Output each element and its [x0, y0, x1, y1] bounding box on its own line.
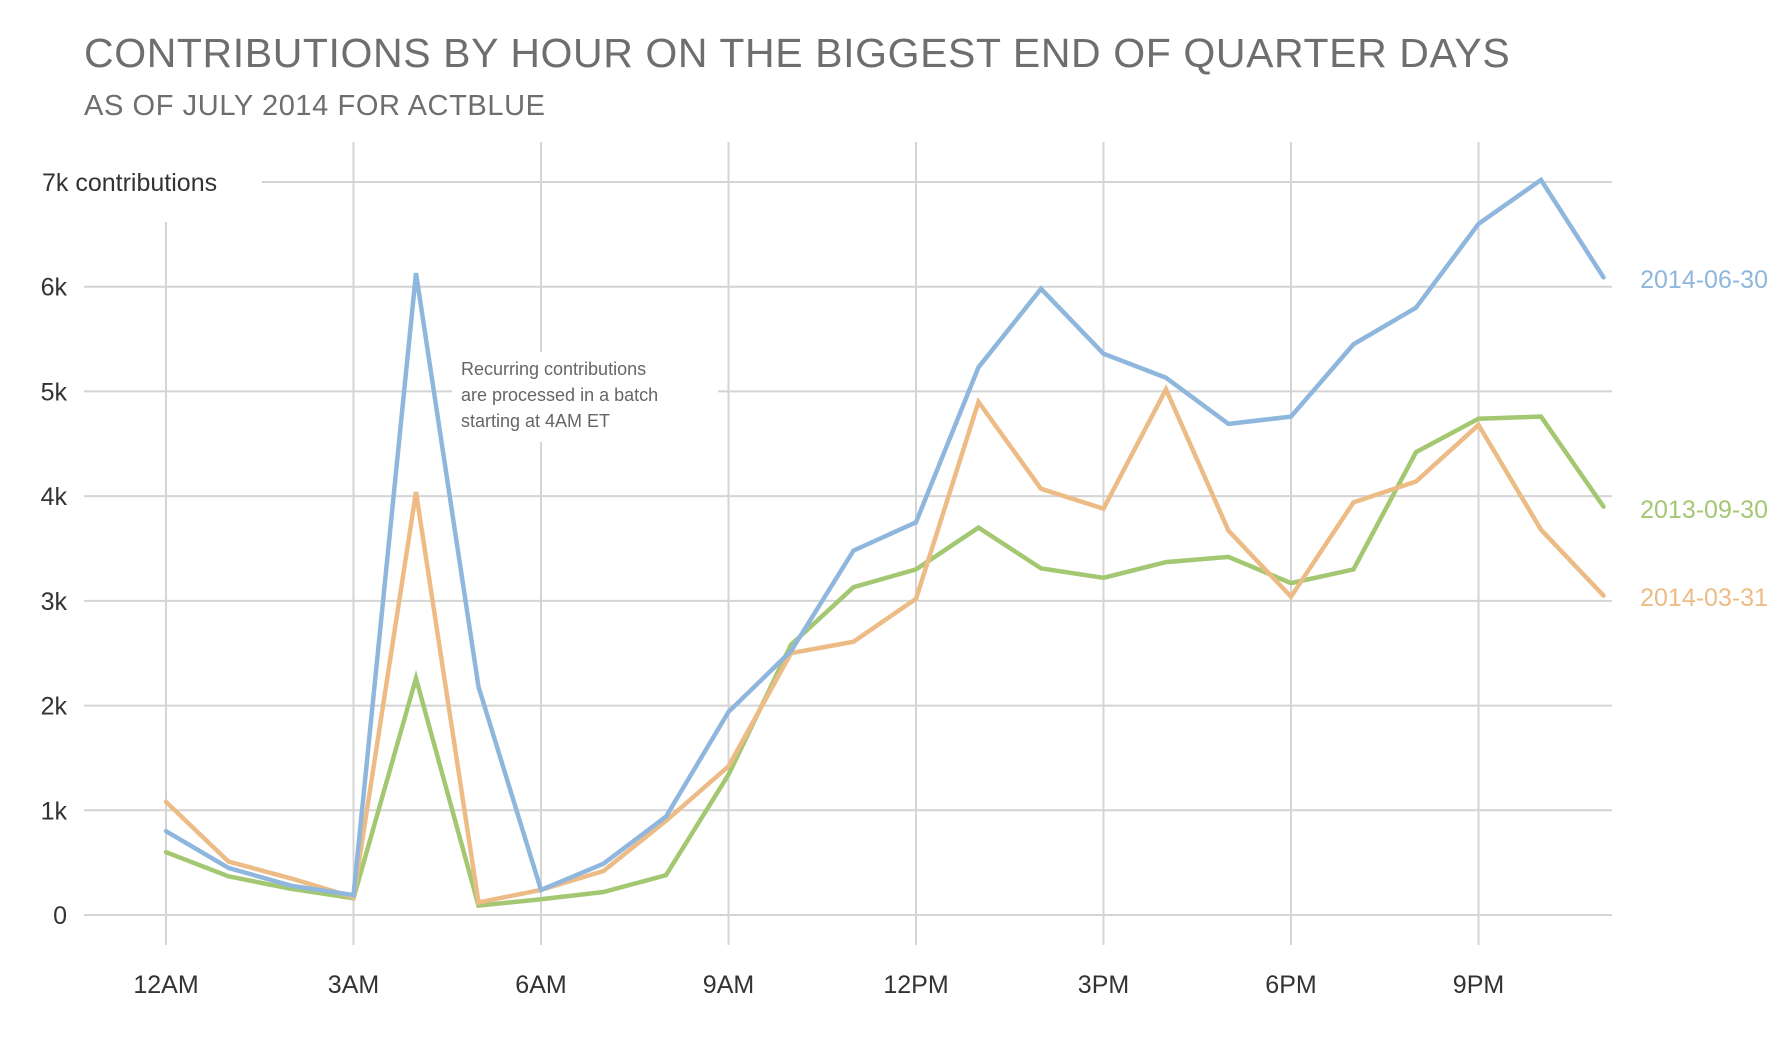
y-tick-label: 0 — [53, 902, 67, 930]
series-label: 2014-03-31 — [1640, 584, 1768, 612]
y-tick-label: 2k — [41, 693, 68, 721]
annotation-layer: Recurring contributions are processed in… — [452, 352, 718, 442]
x-tick-label: 3AM — [328, 971, 379, 999]
y-tick-label: 3k — [41, 588, 68, 616]
x-tick-label: 9PM — [1453, 971, 1504, 999]
annotation-line-2: are processed in a batch — [461, 385, 658, 405]
x-tick-label: 3PM — [1078, 971, 1129, 999]
y-axis-top-label: 7k contributions — [42, 169, 217, 197]
x-tick-label: 9AM — [703, 971, 754, 999]
series-line-2014-03-31 — [163, 384, 1606, 906]
x-tick-label: 12AM — [133, 971, 198, 999]
y-tick-label: 6k — [41, 274, 68, 302]
chart-subtitle: AS OF JULY 2014 FOR ACTBLUE — [84, 90, 546, 122]
y-tick-label: 5k — [41, 378, 68, 406]
series-layer — [163, 176, 1606, 909]
x-tick-label: 6PM — [1265, 971, 1316, 999]
annotation-line-1: Recurring contributions — [461, 359, 646, 379]
y-tick-label: 1k — [41, 797, 68, 825]
x-tick-label: 6AM — [515, 971, 566, 999]
annotation-background — [452, 352, 718, 442]
series-line-2013-09-30 — [163, 414, 1606, 909]
annotation-line-3: starting at 4AM ET — [461, 411, 610, 431]
grid-layer — [84, 142, 1612, 945]
series-label: 2014-06-30 — [1640, 266, 1768, 294]
series-line-2014-06-30 — [163, 176, 1606, 898]
series-label: 2013-09-30 — [1640, 496, 1768, 524]
chart-title: CONTRIBUTIONS BY HOUR ON THE BIGGEST END… — [84, 30, 1511, 76]
y-tick-label: 4k — [41, 483, 68, 511]
x-tick-label: 12PM — [883, 971, 948, 999]
label-layer: 12AM 3AM 6AM 9AM 12PM 3PM 6PM 9PM 0 1k 2k 3k 4k 5k 6k 7… — [41, 169, 1768, 999]
